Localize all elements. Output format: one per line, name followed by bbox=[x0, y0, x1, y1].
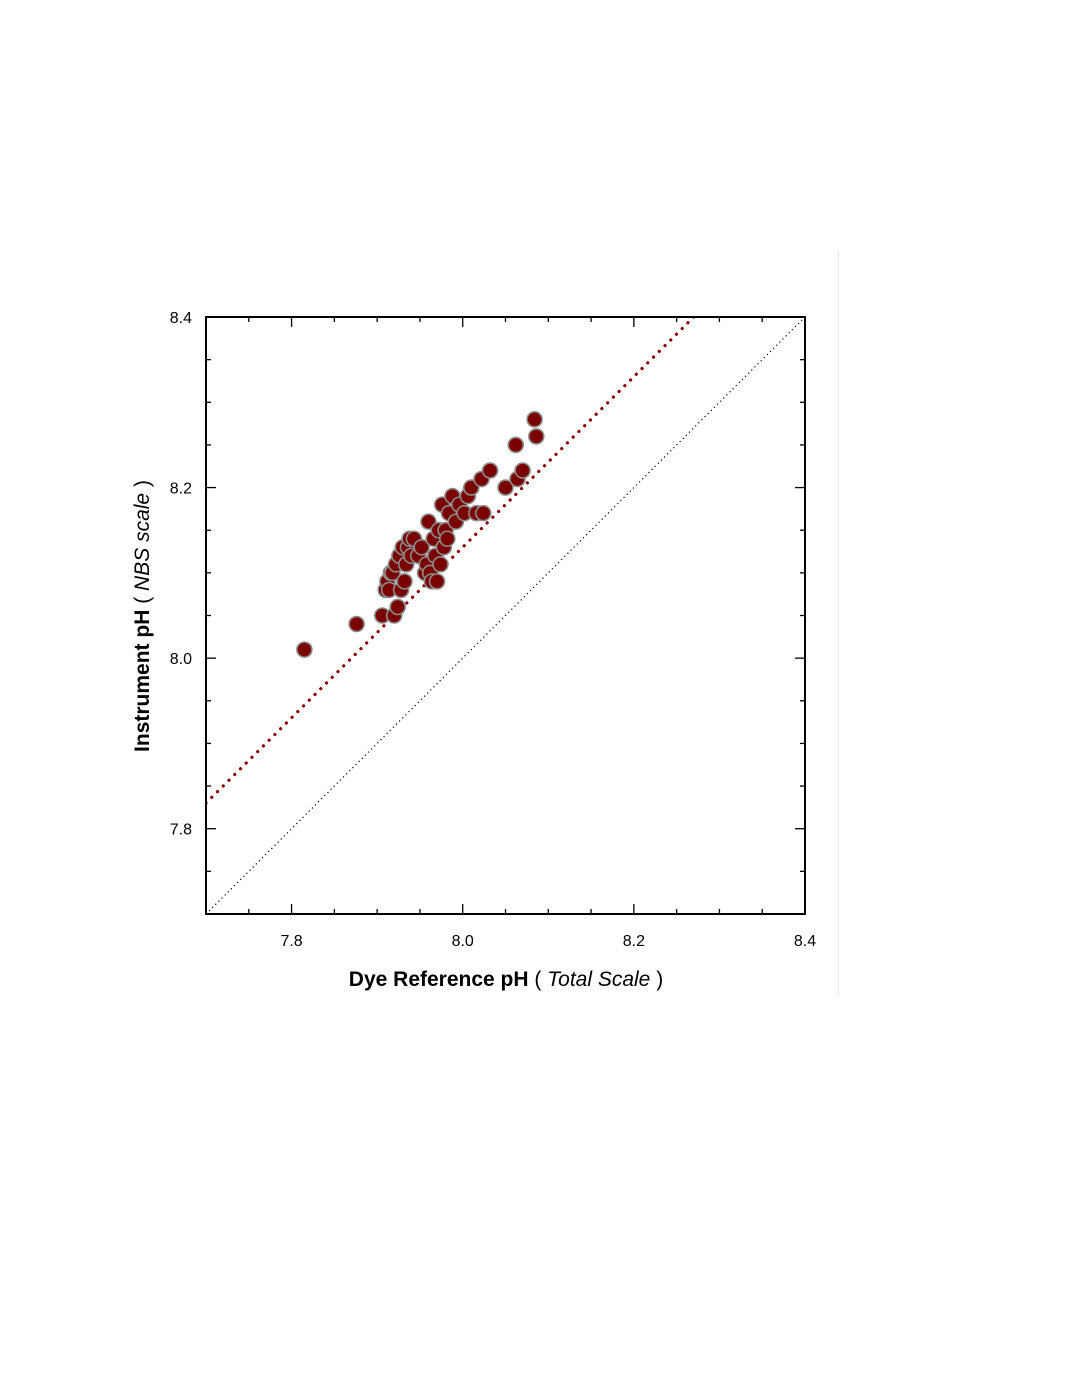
x-axis-title-main: Dye Reference pH bbox=[349, 968, 529, 991]
y-axis-title-unit: NBS scale bbox=[131, 493, 154, 591]
y-tick-label: 8.0 bbox=[170, 651, 192, 668]
x-tick-label: 8.4 bbox=[794, 933, 816, 950]
y-axis-title-close: ) bbox=[131, 480, 154, 487]
x-tick-label: 8.0 bbox=[452, 933, 474, 950]
fit-line bbox=[206, 317, 696, 805]
page-edge-rule bbox=[838, 252, 839, 994]
data-point bbox=[514, 462, 531, 479]
x-tick-label: 7.8 bbox=[280, 933, 302, 950]
x-axis-title-open: ( bbox=[534, 968, 541, 991]
y-axis-ticks: 7.8 8.0 8.2 8.4 bbox=[170, 310, 805, 915]
y-tick-label: 8.4 bbox=[170, 310, 192, 327]
x-axis-title: Dye Reference pH ( Total Scale ) bbox=[349, 968, 663, 991]
data-point bbox=[296, 641, 313, 658]
data-points bbox=[296, 411, 545, 658]
data-point bbox=[432, 556, 449, 573]
data-point bbox=[439, 530, 456, 548]
plot-area: 7.8 8.0 8.2 8.4 7.8 8.0 8.2 8.4 bbox=[170, 310, 816, 950]
data-point bbox=[348, 615, 365, 633]
x-tick-label: 8.2 bbox=[623, 933, 645, 950]
y-axis-title-open: ( bbox=[131, 597, 154, 604]
data-point bbox=[497, 479, 514, 496]
data-point bbox=[507, 436, 525, 454]
data-point bbox=[474, 504, 492, 522]
data-point bbox=[413, 538, 430, 556]
data-point bbox=[389, 598, 406, 616]
data-point bbox=[481, 462, 499, 479]
y-tick-label: 7.8 bbox=[170, 822, 192, 839]
y-axis-title: Instrument pH ( NBS scale ) bbox=[131, 480, 154, 752]
x-axis-title-unit: Total Scale bbox=[547, 968, 650, 991]
y-axis-title-main: Instrument pH bbox=[131, 610, 154, 752]
y-tick-label: 8.2 bbox=[170, 481, 192, 498]
x-axis-title-close: ) bbox=[656, 968, 663, 991]
data-point bbox=[428, 573, 446, 590]
identity-line bbox=[206, 317, 805, 914]
data-point bbox=[526, 411, 543, 428]
data-point bbox=[396, 573, 413, 590]
x-axis-ticks: 7.8 8.0 8.2 8.4 bbox=[205, 317, 816, 950]
data-point bbox=[528, 428, 545, 445]
